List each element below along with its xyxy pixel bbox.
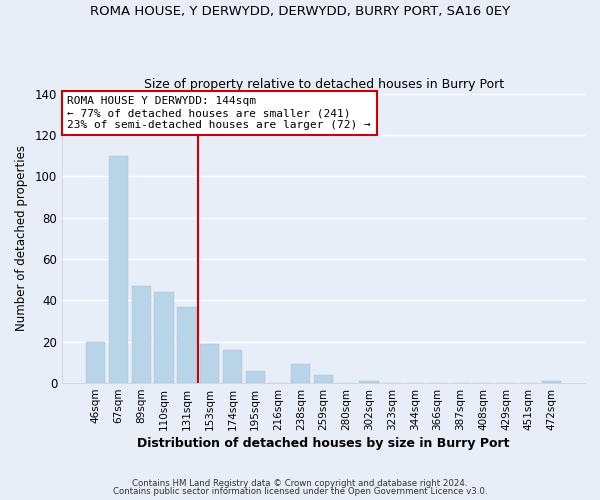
Text: Contains HM Land Registry data © Crown copyright and database right 2024.: Contains HM Land Registry data © Crown c…: [132, 478, 468, 488]
Bar: [291, 364, 310, 383]
Bar: [131, 286, 151, 383]
Bar: [245, 370, 265, 383]
Bar: [314, 375, 333, 383]
Bar: [177, 306, 197, 383]
Title: Size of property relative to detached houses in Burry Port: Size of property relative to detached ho…: [143, 78, 503, 91]
Bar: [542, 381, 561, 383]
X-axis label: Distribution of detached houses by size in Burry Port: Distribution of detached houses by size …: [137, 437, 510, 450]
Y-axis label: Number of detached properties: Number of detached properties: [15, 146, 28, 332]
Bar: [223, 350, 242, 383]
Bar: [359, 381, 379, 383]
Bar: [109, 156, 128, 383]
Text: Contains public sector information licensed under the Open Government Licence v3: Contains public sector information licen…: [113, 487, 487, 496]
Bar: [154, 292, 174, 383]
Bar: [86, 342, 106, 383]
Text: ROMA HOUSE, Y DERWYDD, DERWYDD, BURRY PORT, SA16 0EY: ROMA HOUSE, Y DERWYDD, DERWYDD, BURRY PO…: [90, 5, 510, 18]
Bar: [200, 344, 219, 383]
Text: ROMA HOUSE Y DERWYDD: 144sqm
← 77% of detached houses are smaller (241)
23% of s: ROMA HOUSE Y DERWYDD: 144sqm ← 77% of de…: [67, 96, 371, 130]
